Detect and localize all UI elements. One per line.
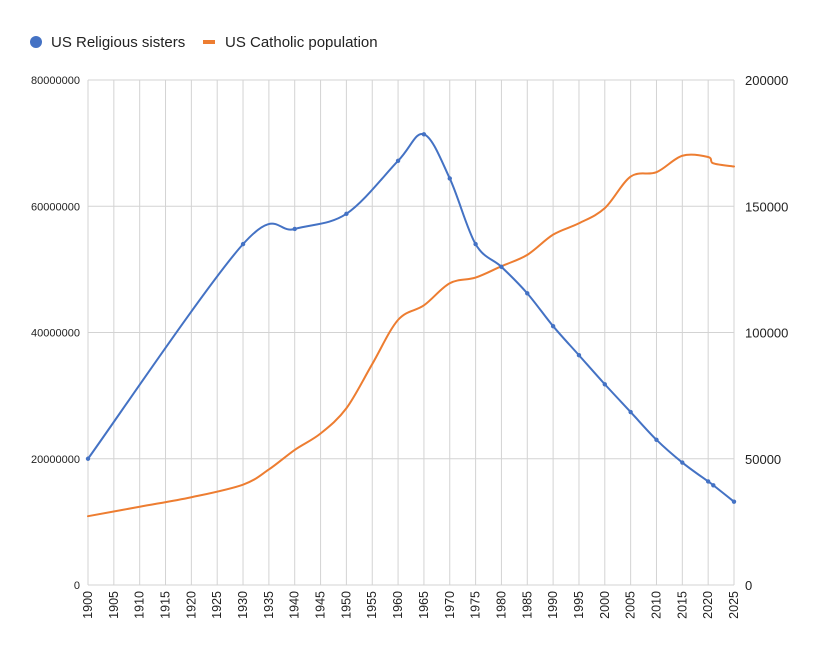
right-axis-tick-label: 100000 — [745, 326, 788, 341]
x-axis-tick-label: 1945 — [314, 591, 328, 619]
x-axis-tick-label: 2000 — [598, 591, 612, 619]
legend: US Religious sisters US Catholic populati… — [30, 34, 378, 51]
x-axis-tick-label: 1940 — [288, 591, 302, 619]
left-axis-tick-label: 80000000 — [31, 75, 80, 87]
right-axis-tick-label: 150000 — [745, 199, 788, 214]
series-lines — [85, 132, 737, 518]
x-axis-tick-label: 2010 — [649, 591, 663, 619]
x-axis-tick-label: 1905 — [107, 591, 121, 619]
x-axis-tick-label: 1900 — [81, 591, 95, 619]
data-point — [731, 499, 737, 504]
x-axis-tick-label: 2005 — [624, 591, 638, 619]
x-axis-tick-label: 1960 — [391, 591, 405, 619]
left-axis-tick-label: 0 — [74, 580, 80, 592]
x-axis-tick-label: 1995 — [572, 591, 586, 619]
legend-label-catholic-population: US Catholic population — [225, 34, 378, 51]
x-axis-tick-label: 1970 — [443, 591, 457, 619]
right-axis-tick-label: 0 — [745, 578, 752, 593]
series-line-us-religious-sisters — [87, 133, 735, 503]
x-axis-tick-label: 1965 — [417, 591, 431, 619]
x-axis-tick-label: 1950 — [339, 591, 353, 619]
x-axis-tick-label: 1930 — [236, 591, 250, 619]
left-axis-tick-label: 40000000 — [31, 328, 80, 340]
data-point — [344, 211, 349, 217]
x-axis-tick-label: 1955 — [365, 591, 379, 619]
x-axis-tick-label: 1910 — [133, 591, 147, 619]
x-axis-tick-label: 1990 — [546, 591, 560, 619]
data-point — [576, 353, 582, 358]
data-point — [473, 241, 478, 247]
x-axis-tick-label: 2025 — [727, 591, 741, 619]
data-point — [705, 479, 711, 484]
data-point — [602, 382, 607, 387]
legend-marker-dash — [203, 40, 215, 44]
x-axis-ticks: 1900 1905 1910 1915 1920 1925 1930 1935 1940 1945… — [81, 591, 741, 619]
x-axis-tick-label: 2020 — [701, 591, 715, 619]
x-axis-tick-label: 1985 — [520, 591, 534, 619]
data-point — [628, 409, 633, 415]
legend-marker-circle — [30, 36, 42, 48]
x-axis-tick-label: 1920 — [184, 591, 198, 619]
legend-label-religious-sisters: US Religious sisters — [51, 34, 185, 51]
data-point — [525, 291, 530, 296]
x-axis-tick-label: 1975 — [469, 591, 483, 619]
data-point — [711, 483, 716, 488]
right-axis-tick-label: 200000 — [745, 73, 788, 88]
right-axis-ticks: 0 50000 100000 150000 200000 — [745, 73, 788, 593]
data-point — [421, 132, 427, 137]
left-axis-tick-label: 20000000 — [31, 454, 80, 466]
series-line-us-catholic-population — [87, 153, 735, 518]
data-point — [447, 176, 452, 181]
x-axis-tick-label: 1980 — [494, 591, 508, 619]
data-point — [550, 323, 556, 329]
data-point — [499, 264, 504, 270]
data-point — [395, 158, 401, 163]
data-point — [680, 460, 685, 465]
data-point — [85, 456, 91, 461]
left-axis-ticks: 0 20000000 40000000 60000000 80000000 — [31, 75, 80, 592]
data-point — [292, 226, 297, 232]
data-point — [654, 437, 659, 443]
x-axis-tick-label: 1925 — [210, 591, 224, 619]
gridlines — [87, 79, 735, 586]
x-axis-tick-label: 1915 — [159, 591, 173, 619]
left-axis-tick-label: 60000000 — [31, 201, 80, 213]
data-point — [240, 241, 246, 247]
x-axis-tick-label: 1935 — [262, 591, 276, 619]
right-axis-tick-label: 50000 — [745, 452, 781, 467]
x-axis-tick-label: 2015 — [675, 591, 689, 619]
